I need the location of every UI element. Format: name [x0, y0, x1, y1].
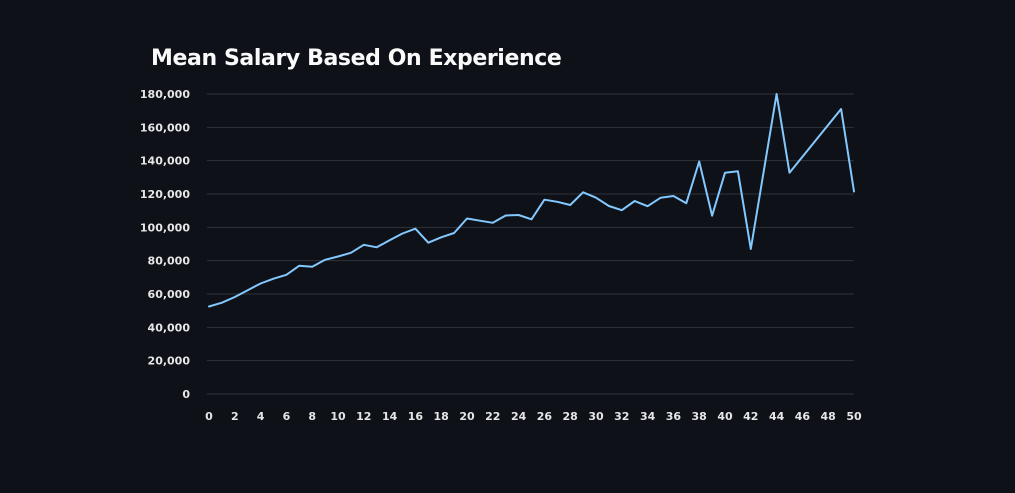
y-tick-label: 120,000 [140, 188, 190, 201]
x-tick-label: 40 [717, 410, 733, 423]
x-tick-label: 32 [614, 410, 629, 423]
x-tick-label: 34 [640, 410, 656, 423]
x-tick-label: 10 [330, 410, 346, 423]
x-tick-label: 20 [459, 410, 475, 423]
x-tick-label: 8 [308, 410, 316, 423]
y-tick-label: 160,000 [140, 121, 190, 134]
x-tick-label: 22 [485, 410, 500, 423]
y-tick-label: 180,000 [140, 88, 190, 101]
x-tick-label: 0 [205, 410, 213, 423]
x-tick-label: 18 [434, 410, 449, 423]
x-tick-label: 26 [537, 410, 553, 423]
series-line [208, 93, 855, 308]
x-tick-label: 28 [563, 410, 578, 423]
y-tick-label: 60,000 [148, 288, 191, 301]
x-tick-label: 4 [257, 410, 265, 423]
chart-title: Mean Salary Based On Experience [151, 46, 562, 71]
series-layer [208, 93, 855, 308]
x-tick-label: 48 [821, 410, 836, 423]
x-tick-label: 2 [231, 410, 239, 423]
y-axis: 0 20,000 40,000 60,000 80,000 100,000 120,000 1… [140, 88, 190, 401]
x-tick-label: 24 [511, 410, 527, 423]
x-tick-label: 6 [283, 410, 291, 423]
x-tick-label: 38 [692, 410, 707, 423]
x-tick-label: 46 [795, 410, 811, 423]
x-tick-label: 50 [846, 410, 862, 423]
y-tick-label: 40,000 [148, 321, 191, 334]
x-tick-label: 44 [769, 410, 785, 423]
y-tick-label: 20,000 [148, 355, 191, 368]
x-tick-label: 12 [356, 410, 371, 423]
y-tick-label: 100,000 [140, 221, 190, 234]
x-tick-label: 42 [743, 410, 758, 423]
y-tick-label: 0 [182, 388, 190, 401]
x-tick-label: 36 [666, 410, 682, 423]
x-tick-label: 14 [382, 410, 398, 423]
x-tick-label: 30 [588, 410, 604, 423]
x-tick-label: 16 [408, 410, 424, 423]
y-tick-label: 140,000 [140, 155, 190, 168]
y-tick-label: 80,000 [148, 255, 191, 268]
x-axis: 0 2 4 6 8 10 12 14 16 18 20 22 24 26 28 30 32 34 36 38 40 42 4… [205, 410, 862, 423]
grid-lines [207, 93, 854, 395]
